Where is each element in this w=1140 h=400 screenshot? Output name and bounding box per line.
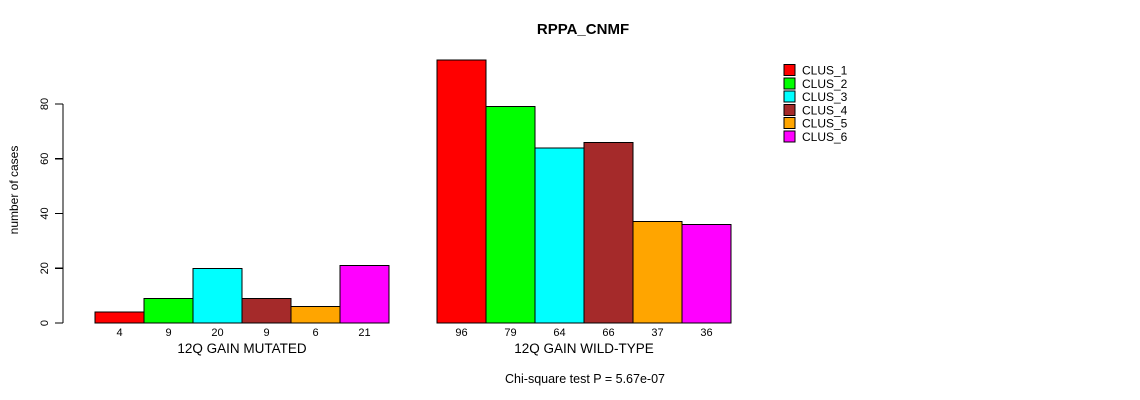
bar-value-label: 79 <box>504 327 516 339</box>
bar-value-label: 4 <box>116 327 122 339</box>
y-axis-tick-label: 40 <box>39 207 51 219</box>
bar-value-label: 37 <box>651 327 663 339</box>
bar-value-label: 96 <box>455 327 467 339</box>
group-label-wild-type: 12Q GAIN WILD-TYPE <box>514 341 654 356</box>
bar-clus_4-group1 <box>241 297 292 324</box>
legend-swatch-clus-1 <box>783 64 796 76</box>
bar-clus_2-group1 <box>143 297 194 324</box>
bar-value-label: 66 <box>602 327 614 339</box>
y-axis-tick-label: 80 <box>39 98 51 110</box>
legend-swatch-clus-6 <box>783 130 796 143</box>
bar-clus_3-group1 <box>192 267 243 324</box>
legend-swatch-clus-4 <box>783 103 796 116</box>
legend-swatch-clus-2 <box>783 77 796 90</box>
legend-swatch-clus-5 <box>783 117 796 130</box>
chart-title: RPPA_CNMF <box>537 21 629 38</box>
bar-clus_6-group1 <box>339 265 390 324</box>
bar-value-label: 9 <box>263 327 269 339</box>
bar-clus_6-group2 <box>681 223 732 324</box>
chi-square-footnote: Chi-square test P = 5.67e-07 <box>505 372 665 386</box>
bar-clus_5-group1 <box>290 306 341 324</box>
legend-label-clus-5: CLUS_5 <box>802 117 848 131</box>
bar-clus_1-group2 <box>436 59 487 324</box>
y-axis-label: number of cases <box>7 146 21 235</box>
bar-value-label: 9 <box>165 327 171 339</box>
legend-label-clus-6: CLUS_6 <box>802 130 848 144</box>
legend: CLUS_1 CLUS_2 CLUS_3 CLUS_4 CLUS_5 CLUS_… <box>783 64 848 144</box>
legend-label-clus-4: CLUS_4 <box>802 103 848 117</box>
bar-value-label: 20 <box>211 327 223 339</box>
bar-value-label: 21 <box>358 327 370 339</box>
bar-clus_3-group2 <box>534 147 585 324</box>
bar-clus_5-group2 <box>632 221 683 324</box>
bar-clus_4-group2 <box>583 141 634 324</box>
bar-value-label: 36 <box>700 327 712 339</box>
legend-swatch-clus-3 <box>783 90 796 103</box>
bar-clus_2-group2 <box>485 106 536 324</box>
group-label-mutated: 12Q GAIN MUTATED <box>177 341 307 356</box>
y-axis-tick-label: 0 <box>39 320 51 326</box>
legend-label-clus-3: CLUS_3 <box>802 90 848 104</box>
y-axis-tick-label: 60 <box>39 153 51 165</box>
legend-label-clus-1: CLUS_1 <box>802 64 848 78</box>
bar-value-label: 64 <box>553 327 565 339</box>
bar-value-label: 6 <box>312 327 318 339</box>
y-axis-tick-label: 20 <box>39 262 51 274</box>
bar-clus_1-group1 <box>94 311 145 324</box>
legend-label-clus-2: CLUS_2 <box>802 77 848 91</box>
